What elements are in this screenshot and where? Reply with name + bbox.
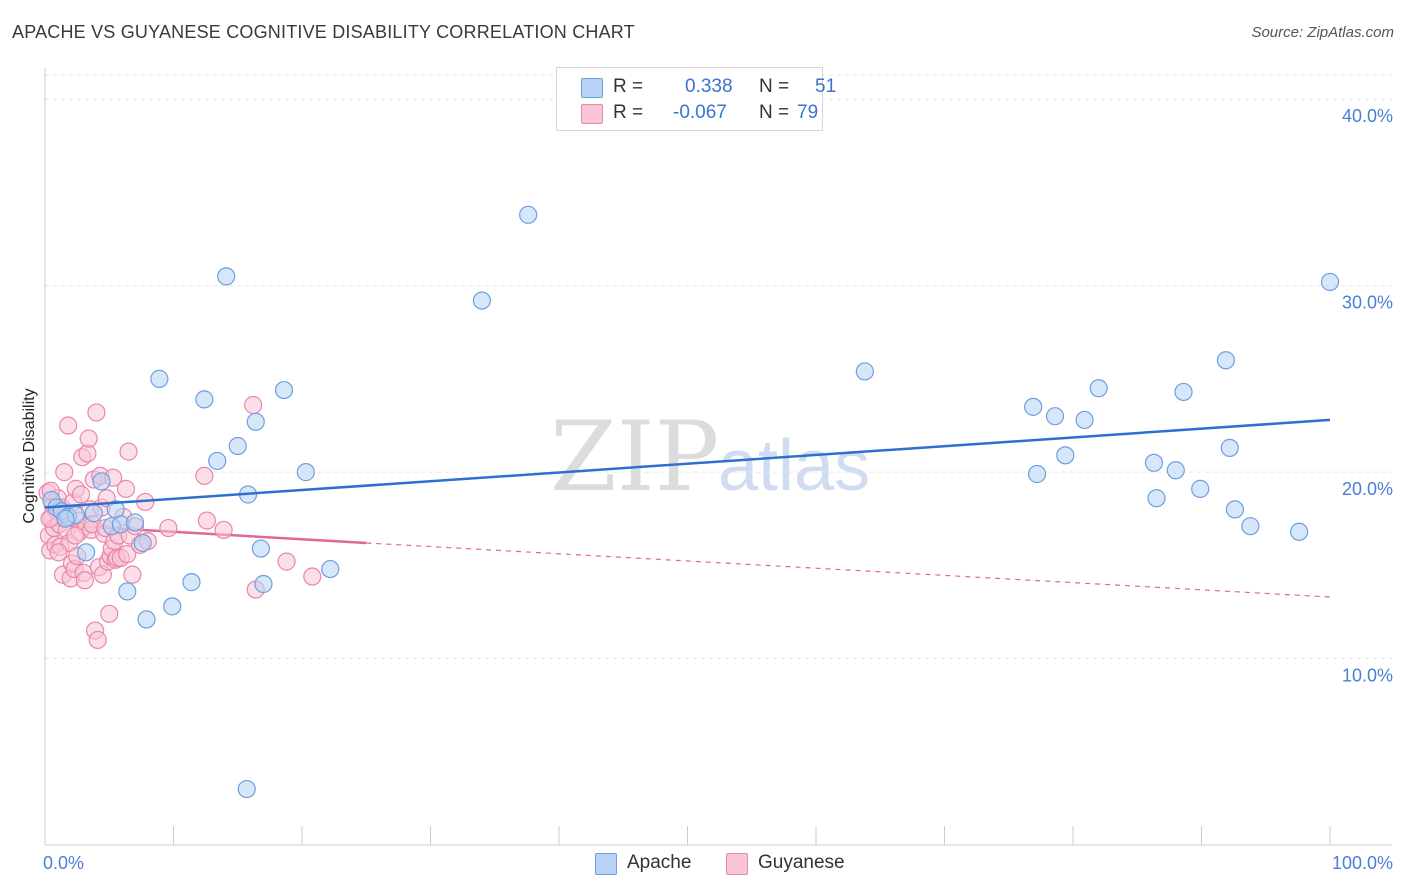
n-value: 79 bbox=[797, 102, 819, 123]
apache-point bbox=[228, 436, 247, 456]
apache-point bbox=[133, 533, 152, 553]
guyanese-trend bbox=[44, 523, 1331, 598]
apache-point bbox=[855, 362, 874, 381]
guyanese-point bbox=[100, 604, 119, 623]
y-axis-label: Cognitive Disability bbox=[21, 388, 38, 523]
x-tick-labels: 0.0% 100.0% bbox=[43, 853, 1393, 873]
apache-point bbox=[472, 291, 491, 310]
guyanese-point bbox=[303, 567, 322, 586]
guyanese-swatch bbox=[581, 104, 603, 124]
apache-point bbox=[125, 513, 145, 532]
correlation-legend: R = 0.338 N = 51 R = -0.067 N = 79 bbox=[556, 67, 836, 131]
apache-point bbox=[217, 267, 236, 286]
apache-point bbox=[208, 451, 227, 471]
apache-swatch bbox=[581, 78, 603, 98]
apache-point bbox=[1174, 382, 1193, 402]
guyanese-point bbox=[244, 395, 263, 415]
n-value: 51 bbox=[815, 76, 837, 97]
apache-point bbox=[163, 597, 182, 616]
y-tick-label: 10.0% bbox=[1342, 666, 1393, 686]
apache-point bbox=[1147, 489, 1166, 508]
series-name: Apache bbox=[627, 852, 692, 873]
guyanese-point bbox=[49, 543, 68, 562]
apache-point bbox=[1075, 410, 1094, 430]
apache-point bbox=[1144, 453, 1164, 472]
guyanese-point bbox=[214, 520, 233, 540]
apache-point bbox=[1320, 272, 1340, 292]
apache-point bbox=[77, 543, 96, 562]
n-label: N = bbox=[759, 76, 790, 97]
apache-point bbox=[246, 412, 265, 431]
watermark-zip: ZIP bbox=[550, 401, 719, 513]
x-tick-label: 0.0% bbox=[43, 853, 84, 873]
apache-swatch bbox=[595, 853, 617, 875]
apache-point bbox=[195, 390, 214, 409]
guyanese-point bbox=[116, 479, 136, 498]
apache-point bbox=[237, 779, 256, 799]
apache-point bbox=[1191, 479, 1210, 498]
r-value: -0.067 bbox=[673, 102, 727, 123]
apache-point bbox=[274, 380, 294, 400]
apache-point bbox=[1027, 464, 1047, 484]
apache-point bbox=[1216, 351, 1236, 370]
apache-point bbox=[321, 559, 340, 579]
apache-point bbox=[1166, 461, 1185, 480]
n-label: N = bbox=[759, 102, 790, 123]
guyanese-point bbox=[71, 485, 91, 504]
apache-point bbox=[1045, 407, 1065, 426]
source-label: Source: ZipAtlas.com bbox=[1251, 24, 1394, 41]
axes bbox=[44, 68, 1392, 846]
apache-point bbox=[1225, 500, 1245, 519]
y-tick-label: 20.0% bbox=[1342, 479, 1393, 499]
grid-lines bbox=[45, 74, 1392, 660]
guyanese-point bbox=[195, 466, 214, 485]
apache-point bbox=[1290, 522, 1309, 541]
apache-trend-line bbox=[44, 418, 1331, 509]
guyanese-point bbox=[59, 416, 78, 435]
apache-point bbox=[519, 205, 538, 224]
guyanese-swatch bbox=[726, 853, 748, 875]
apache-point bbox=[254, 574, 273, 594]
x-tick-label: 100.0% bbox=[1332, 853, 1393, 873]
apache-point bbox=[84, 504, 103, 523]
chart-title: APACHE VS GUYANESE COGNITIVE DISABILITY … bbox=[12, 22, 635, 42]
apache-point bbox=[118, 582, 137, 601]
apache-point bbox=[150, 369, 169, 388]
apache-point bbox=[137, 610, 156, 629]
apache-point bbox=[1024, 397, 1043, 416]
apache-point bbox=[1056, 446, 1075, 465]
guyanese-point bbox=[123, 565, 142, 584]
guyanese-point bbox=[119, 442, 138, 461]
r-value: 0.338 bbox=[685, 76, 733, 97]
watermark-atlas: atlas bbox=[718, 426, 870, 506]
y-tick-label: 30.0% bbox=[1342, 293, 1393, 313]
r-label: R = bbox=[613, 76, 644, 97]
apache-point bbox=[1220, 438, 1239, 457]
guyanese-point bbox=[118, 545, 137, 564]
guyanese-trend-extension bbox=[366, 542, 1331, 598]
apache-point bbox=[1089, 379, 1108, 398]
apache-point bbox=[1241, 517, 1260, 536]
apache-trend bbox=[44, 418, 1331, 509]
apache-point bbox=[296, 463, 315, 482]
apache-point bbox=[182, 573, 201, 592]
apache-point bbox=[56, 509, 75, 528]
guyanese-point bbox=[159, 518, 178, 538]
guyanese-point bbox=[277, 552, 296, 571]
apache-point bbox=[251, 539, 270, 558]
guyanese-point bbox=[197, 511, 217, 530]
guyanese-point bbox=[88, 630, 107, 650]
guyanese-point bbox=[87, 403, 106, 422]
series-name: Guyanese bbox=[758, 852, 845, 873]
guyanese-point bbox=[66, 526, 85, 545]
guyanese-point bbox=[55, 463, 74, 482]
y-tick-labels: 10.0% 20.0% 30.0% 40.0% bbox=[1342, 106, 1393, 685]
guyanese-point bbox=[79, 429, 98, 448]
apache-point bbox=[92, 472, 111, 491]
guyanese-point bbox=[75, 571, 94, 590]
r-label: R = bbox=[613, 102, 644, 123]
y-tick-label: 40.0% bbox=[1342, 106, 1393, 126]
